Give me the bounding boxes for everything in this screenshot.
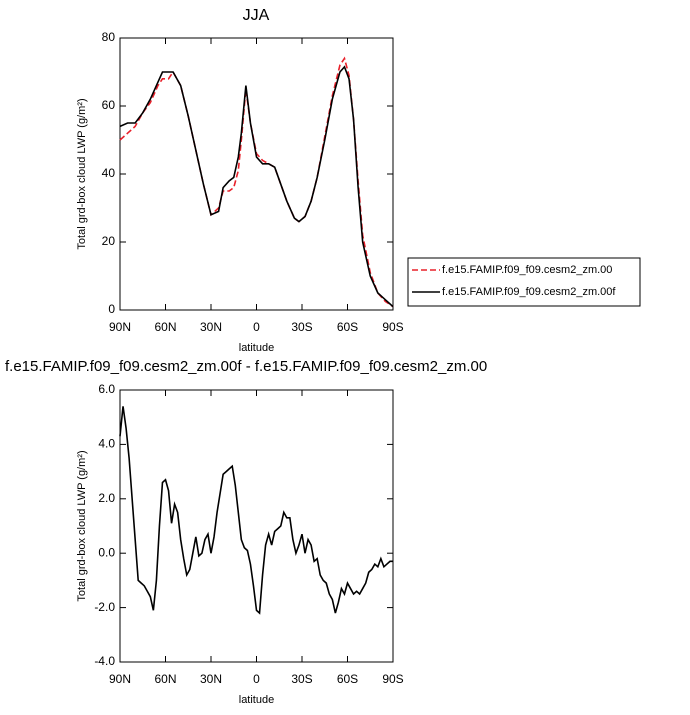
y-tick-label: 2.0 [98, 491, 115, 505]
y-tick-label: 0.0 [98, 545, 115, 559]
y-tick-label: 6.0 [98, 382, 115, 396]
y-tick-label: 0 [108, 302, 115, 316]
x-tick-label: 90N [109, 672, 131, 686]
y-axis-label: Total grd-box cloud LWP (g/m²) [76, 98, 88, 249]
data-line [119, 406, 393, 615]
plot-frame [119, 37, 394, 311]
x-tick-label: 30S [291, 320, 312, 334]
x-axis-label: latitude [239, 342, 274, 354]
y-tick-label: 4.0 [98, 437, 115, 451]
x-tick-label: 60S [337, 320, 358, 334]
x-tick-label: 0 [253, 320, 260, 334]
x-tick-label: 90S [382, 320, 403, 334]
y-tick-label: 60 [102, 98, 116, 112]
y-tick-label: 20 [102, 234, 116, 248]
legend-label: f.e15.FAMIP.f09_f09.cesm2_zm.00f [442, 286, 616, 298]
x-tick-label: 60S [337, 672, 358, 686]
x-tick-label: 0 [253, 672, 260, 686]
y-tick-label: -4.0 [94, 654, 115, 668]
data-line [119, 65, 394, 308]
x-tick-label: 60N [154, 320, 176, 334]
plot-frame [119, 389, 394, 663]
y-axis-label: Total grd-box cloud LWP (g/m²) [76, 450, 88, 601]
legend-box [407, 257, 641, 307]
x-axis-label: latitude [239, 694, 274, 706]
data-line [119, 56, 394, 308]
chart-title: JJA [243, 7, 270, 24]
y-tick-label: 80 [102, 30, 116, 44]
x-tick-label: 90N [109, 320, 131, 334]
legend-label: f.e15.FAMIP.f09_f09.cesm2_zm.00 [442, 264, 612, 276]
x-tick-label: 90S [382, 672, 403, 686]
x-tick-label: 60N [154, 672, 176, 686]
x-tick-label: 30N [200, 320, 222, 334]
chart-title: f.e15.FAMIP.f09_f09.cesm2_zm.00f - f.e15… [5, 358, 487, 375]
y-tick-label: -2.0 [94, 600, 115, 614]
x-tick-label: 30N [200, 672, 222, 686]
y-tick-label: 40 [102, 166, 116, 180]
x-tick-label: 30S [291, 672, 312, 686]
